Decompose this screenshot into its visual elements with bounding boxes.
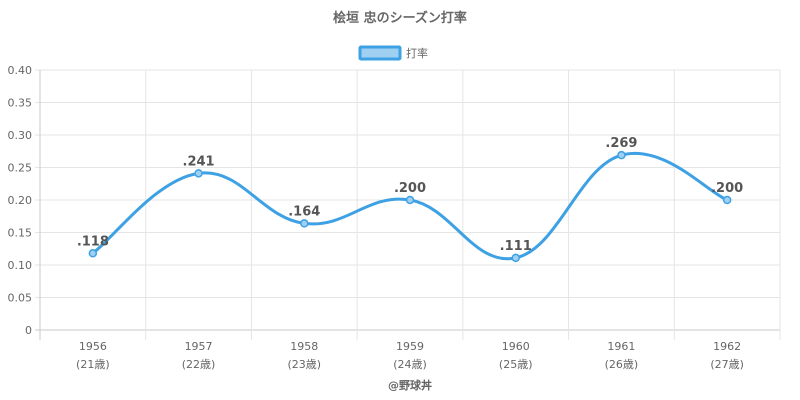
x-tick-sublabel: (25歳) bbox=[499, 358, 533, 371]
x-tick-sublabel: (27歳) bbox=[710, 358, 744, 371]
data-label: .111 bbox=[500, 239, 532, 254]
data-point[interactable] bbox=[405, 195, 415, 205]
y-tick-label: 0.10 bbox=[8, 259, 33, 272]
x-tick-label: 1960 bbox=[502, 340, 530, 353]
y-tick-label: 0.15 bbox=[8, 227, 33, 240]
x-tick-sublabel: (23歳) bbox=[287, 358, 321, 371]
data-labels: .118 .241 .164 .200 .111 .269 .200 bbox=[77, 136, 743, 254]
data-point[interactable] bbox=[88, 249, 98, 258]
chart-title: 桧垣 忠のシーズン打率 bbox=[333, 10, 467, 26]
y-tick-label: 0.35 bbox=[8, 97, 33, 110]
legend-label: 打率 bbox=[406, 46, 428, 60]
data-label: .269 bbox=[605, 136, 637, 151]
x-tick-label: 1956 bbox=[79, 340, 107, 353]
series-batting-average bbox=[88, 150, 732, 263]
grid-lines bbox=[35, 69, 781, 340]
x-axis-ticks: 1956 (21歳) 1957 (22歳) 1958 (23歳) 1959 (24歳) 1960… bbox=[76, 340, 744, 371]
data-point[interactable] bbox=[511, 253, 520, 263]
legend[interactable]: 打率 bbox=[358, 45, 428, 61]
data-label: .118 bbox=[77, 234, 109, 249]
data-point[interactable] bbox=[300, 219, 309, 228]
data-label: .200 bbox=[711, 181, 743, 196]
x-tick-sublabel: (21歳) bbox=[76, 358, 110, 371]
data-point[interactable] bbox=[617, 150, 626, 160]
x-tick-label: 1962 bbox=[713, 340, 741, 353]
y-tick-label: 0.25 bbox=[8, 162, 33, 175]
y-axis-ticks: 0 0.05 0.10 0.15 0.20 0.25 0.30 0.35 0.40 bbox=[8, 64, 33, 337]
y-tick-label: 0.20 bbox=[8, 194, 33, 207]
x-tick-label: 1961 bbox=[607, 340, 635, 353]
data-point[interactable] bbox=[194, 169, 203, 178]
x-tick-sublabel: (22歳) bbox=[182, 358, 216, 371]
y-tick-label: 0 bbox=[25, 324, 32, 337]
data-label: .241 bbox=[183, 154, 215, 169]
legend-swatch bbox=[358, 45, 402, 61]
credit-label: @野球丼 bbox=[388, 378, 432, 392]
y-tick-label: 0.40 bbox=[8, 64, 33, 77]
y-tick-label: 0.30 bbox=[8, 129, 33, 142]
y-tick-label: 0.05 bbox=[8, 292, 33, 305]
data-point[interactable] bbox=[722, 195, 732, 205]
x-tick-label: 1958 bbox=[290, 340, 318, 353]
x-tick-sublabel: (24歳) bbox=[393, 358, 427, 371]
x-tick-sublabel: (26歳) bbox=[605, 358, 639, 371]
data-label: .164 bbox=[288, 204, 320, 219]
x-tick-label: 1959 bbox=[396, 340, 424, 353]
data-label: .200 bbox=[394, 181, 426, 196]
x-tick-label: 1957 bbox=[185, 340, 213, 353]
